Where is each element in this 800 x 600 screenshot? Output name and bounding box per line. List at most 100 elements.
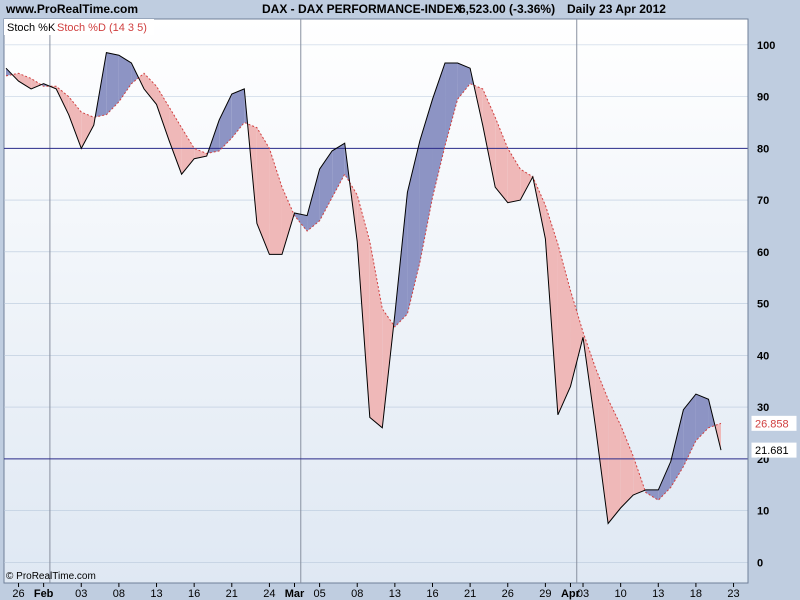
fill-segment <box>419 99 433 263</box>
fill-segment <box>432 62 446 198</box>
d-point <box>168 105 171 108</box>
d-point <box>67 95 70 98</box>
y-tick-label: 90 <box>757 92 769 104</box>
fill-segment <box>156 86 170 141</box>
k-point <box>431 98 434 101</box>
d-point <box>444 144 447 147</box>
k-point <box>42 82 45 85</box>
k-point <box>556 413 559 416</box>
k-point <box>306 214 309 217</box>
d-point <box>218 149 221 152</box>
d-point <box>130 82 133 85</box>
fill-segment <box>31 78 42 89</box>
d-point <box>180 126 183 129</box>
d-point <box>80 111 83 114</box>
k-point <box>205 155 208 158</box>
d-point <box>418 261 421 264</box>
fill-segment <box>407 140 420 314</box>
fill-segment <box>269 148 282 255</box>
d-point <box>331 196 334 199</box>
fill-segment <box>608 399 621 524</box>
x-tick-label: 16 <box>188 588 200 600</box>
k-point <box>406 191 409 194</box>
fill-segment <box>319 150 333 221</box>
d-point <box>406 312 409 315</box>
y-tick-label: 50 <box>757 299 769 311</box>
x-tick-label: 26 <box>502 588 514 600</box>
d-point <box>544 204 547 207</box>
k-point <box>293 212 296 215</box>
k-point <box>607 522 610 525</box>
k-point <box>456 61 459 64</box>
k-point <box>356 240 359 243</box>
fill-segment <box>307 169 320 232</box>
k-point <box>381 426 384 429</box>
k-point <box>393 312 396 315</box>
x-tick-label: Apr <box>561 588 581 600</box>
copyright-text: © ProRealTime.com <box>6 571 96 582</box>
d-point <box>456 98 459 101</box>
y-tick-label: 80 <box>757 143 769 155</box>
k-point <box>193 157 196 160</box>
last-value-badge <box>751 442 797 458</box>
k-point <box>682 408 685 411</box>
x-tick-label: 13 <box>150 588 162 600</box>
d-point <box>17 72 20 75</box>
k-point <box>331 149 334 152</box>
d-point <box>669 486 672 489</box>
d-point <box>343 173 346 176</box>
k-point <box>582 336 585 339</box>
k-point <box>418 139 421 142</box>
x-tick-label: 03 <box>75 588 87 600</box>
fill-segment <box>683 394 696 467</box>
d-point <box>268 147 271 150</box>
d-point <box>105 113 108 116</box>
k-point <box>67 113 70 116</box>
d-point <box>117 100 120 103</box>
stoch-k-line <box>5 52 722 525</box>
k-point <box>268 253 271 256</box>
y-tick-label: 60 <box>757 247 769 259</box>
y-tick-label: 100 <box>757 40 775 52</box>
d-point <box>306 230 309 233</box>
x-tick-label: Feb <box>34 588 54 600</box>
fill-segment <box>219 94 232 151</box>
fill-segment <box>256 127 270 255</box>
k-point <box>657 488 660 491</box>
d-point <box>293 214 296 217</box>
k-point <box>117 54 120 57</box>
last-value-label: 21.681 <box>755 445 789 457</box>
d-point <box>469 82 472 85</box>
d-point <box>694 439 697 442</box>
k-point <box>55 87 58 90</box>
k-point <box>280 253 283 256</box>
d-point <box>356 193 359 196</box>
y-tick-label: 0 <box>757 557 763 569</box>
x-tick-label: 13 <box>652 588 664 600</box>
price-change: 6,523.00 (-3.36%) <box>459 2 556 16</box>
x-tick-label: 10 <box>615 588 627 600</box>
k-point <box>444 61 447 64</box>
x-tick-label: 21 <box>464 588 476 600</box>
d-point <box>632 455 635 458</box>
d-point <box>193 147 196 150</box>
fill-segment <box>595 368 609 524</box>
fill-segment <box>81 112 94 149</box>
k-point <box>343 142 346 145</box>
k-point <box>619 506 622 509</box>
fill-segment <box>169 106 182 175</box>
d-point <box>318 219 321 222</box>
d-point <box>255 126 258 129</box>
fill-segment <box>645 489 659 501</box>
x-tick-label: 26 <box>12 588 24 600</box>
site-name[interactable]: www.ProRealTime.com <box>6 2 139 16</box>
k-point <box>707 398 710 401</box>
x-tick-label: 29 <box>539 588 551 600</box>
x-tick-label: 08 <box>113 588 125 600</box>
x-tick-label: Mar <box>285 588 305 600</box>
fill-segment <box>18 73 32 89</box>
k-point <box>644 488 647 491</box>
fill-segment <box>457 62 471 100</box>
d-point <box>155 85 158 88</box>
